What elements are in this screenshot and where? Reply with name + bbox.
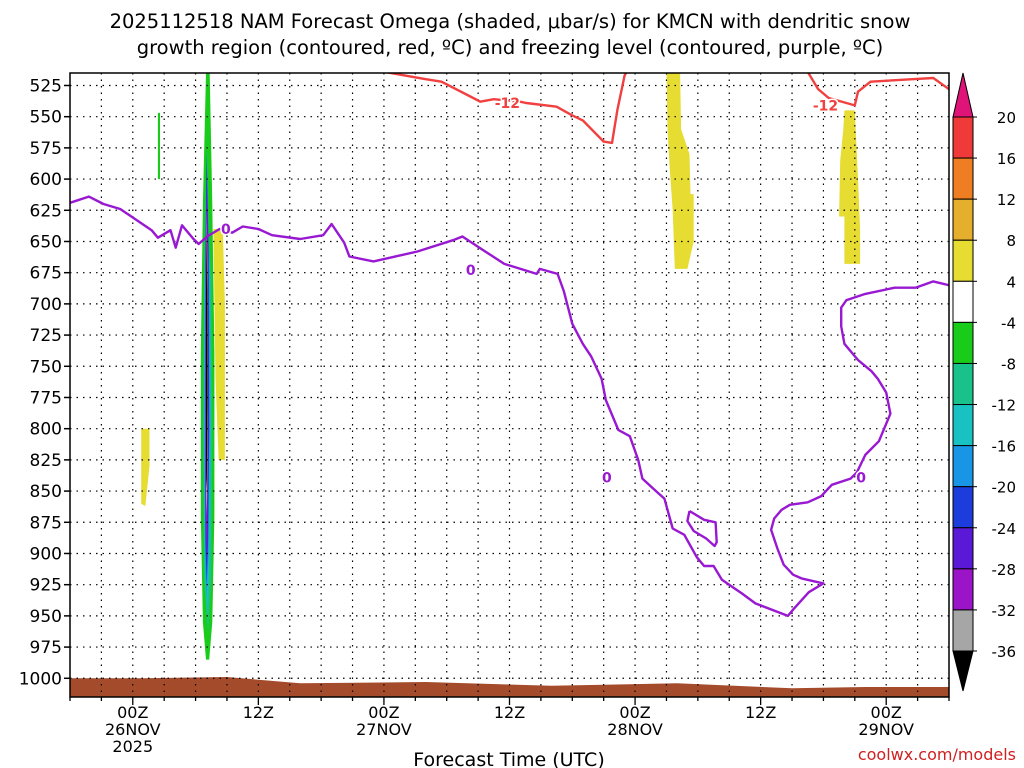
colorbar-label: -32 bbox=[992, 602, 1017, 620]
x-tick-label: 00Z bbox=[368, 703, 399, 722]
colorbar-band bbox=[952, 321, 974, 364]
colorbar-band bbox=[952, 198, 974, 241]
colorbar-label: -16 bbox=[992, 438, 1017, 456]
colorbar-band bbox=[952, 116, 974, 159]
colorbar-label: -36 bbox=[992, 643, 1017, 661]
freezing-level-contour-label: 0 bbox=[602, 470, 612, 486]
colorbar-top-arrow bbox=[952, 72, 974, 118]
omega-region-12 bbox=[666, 73, 694, 269]
colorbar-band bbox=[952, 609, 974, 652]
colorbar-band bbox=[952, 527, 974, 570]
x-tick-label: 00Z bbox=[117, 703, 148, 722]
y-tick-label: 925 bbox=[30, 576, 62, 596]
colorbar-band bbox=[952, 157, 974, 200]
y-tick-label: 825 bbox=[30, 451, 62, 471]
colorbar-bottom-arrow bbox=[952, 650, 974, 692]
colorbar-label: -28 bbox=[992, 561, 1017, 579]
colorbar-band bbox=[952, 486, 974, 529]
colorbar-label: 4 bbox=[1006, 273, 1016, 291]
omega-region-11 bbox=[205, 229, 208, 489]
x-tick-label: 28NOV bbox=[607, 720, 663, 739]
x-tick-label: 29NOV bbox=[858, 720, 914, 739]
y-tick-label: 875 bbox=[30, 513, 62, 533]
colorbar-band bbox=[952, 404, 974, 447]
y-tick-label: 750 bbox=[30, 357, 62, 377]
y-tick-label: 600 bbox=[30, 170, 62, 190]
y-tick-label: 525 bbox=[30, 76, 62, 96]
x-tick-label: 27NOV bbox=[356, 720, 412, 739]
x-tick-label: 00Z bbox=[871, 703, 902, 722]
colorbar-label: -24 bbox=[992, 520, 1017, 538]
dendritic-contour-label: -12 bbox=[495, 96, 520, 112]
plot-area: -12 -12 0 0 0 0 bbox=[69, 72, 950, 698]
y-tick-label: 700 bbox=[30, 295, 62, 315]
freezing-level-contour-segment-0 bbox=[70, 195, 949, 618]
dendritic-contour-segment-1 bbox=[807, 73, 949, 107]
omega-region-13 bbox=[839, 110, 861, 264]
y-tick-label: 775 bbox=[30, 388, 62, 408]
freezing-level-contour-label: 0 bbox=[856, 470, 866, 486]
chart-title-line2: growth region (contoured, red, ºC) and f… bbox=[137, 36, 884, 59]
y-tick-label: 625 bbox=[30, 201, 62, 221]
freezing-level-contour-segment-1 bbox=[686, 509, 718, 548]
colorbar-label: 12 bbox=[997, 191, 1016, 209]
y-tick-label: 900 bbox=[30, 544, 62, 564]
omega-region-1 bbox=[157, 112, 160, 180]
colorbar-label: -4 bbox=[1001, 314, 1016, 332]
colorbar-band bbox=[952, 568, 974, 611]
x-axis-label: Forecast Time (UTC) bbox=[413, 749, 604, 768]
y-tick-label: 850 bbox=[30, 482, 62, 502]
colorbar-band bbox=[952, 280, 974, 323]
y-tick-label: 1000 bbox=[19, 669, 62, 689]
y-tick-label: 675 bbox=[30, 264, 62, 284]
y-tick-label: 975 bbox=[30, 638, 62, 658]
colorbar-band bbox=[952, 445, 974, 488]
x-tick-label: 12Z bbox=[494, 703, 525, 722]
colorbar-label: 8 bbox=[1006, 232, 1016, 250]
omega-region-2 bbox=[213, 229, 225, 460]
x-tick-label: 12Z bbox=[745, 703, 776, 722]
dendritic-contour-label: -12 bbox=[813, 98, 838, 114]
x-tick-label: 00Z bbox=[619, 703, 650, 722]
dendritic-contour-segment-0 bbox=[383, 73, 628, 145]
colorbar-label: -12 bbox=[992, 397, 1017, 415]
y-tick-label: 800 bbox=[30, 420, 62, 440]
colorbar-label: -20 bbox=[992, 479, 1017, 497]
y-tick-label: 550 bbox=[30, 108, 62, 128]
x-tick-label: 2025 bbox=[112, 737, 153, 756]
omega-region-0 bbox=[141, 428, 150, 507]
colorbar-band bbox=[952, 362, 974, 406]
chart-title-line1: 2025112518 NAM Forecast Omega (shaded, μ… bbox=[110, 10, 911, 33]
colorbar-band bbox=[952, 239, 974, 282]
colorbar: 20 16 12 8 4 -4 -8 -12 -16 -20 -24 -28 -32 -36 bbox=[952, 72, 1017, 692]
x-tick-label: 26NOV bbox=[105, 720, 161, 739]
colorbar-label: -8 bbox=[1001, 355, 1016, 373]
freezing-level-contour-label: 0 bbox=[466, 263, 476, 279]
y-tick-label: 725 bbox=[30, 326, 62, 346]
x-tick-label: 12Z bbox=[243, 703, 274, 722]
y-tick-label: 950 bbox=[30, 607, 62, 627]
watermark: coolwx.com/models bbox=[858, 745, 1016, 764]
y-tick-label: 650 bbox=[30, 232, 62, 252]
freezing-level-contour-label: 0 bbox=[221, 222, 231, 238]
colorbar-label: 16 bbox=[997, 150, 1016, 168]
y-tick-label: 575 bbox=[30, 139, 62, 159]
colorbar-label: 20 bbox=[997, 109, 1016, 127]
